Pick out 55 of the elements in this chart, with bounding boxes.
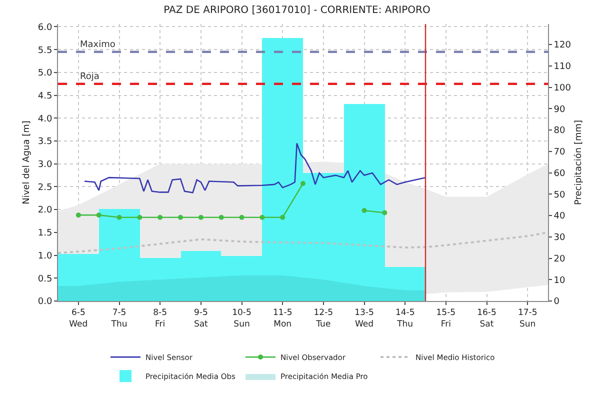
y2-tick-label: 90 — [554, 104, 566, 115]
y2-tick-label: 10 — [554, 276, 566, 286]
y2-tick-label: 120 — [554, 40, 572, 51]
x-tick-label: 10-5 Sun — [232, 308, 252, 330]
y2-tick-label: 20 — [554, 254, 566, 264]
y-tick-label: 5.0 — [38, 68, 52, 79]
y-tick-label: 0.0 — [38, 297, 52, 308]
point — [300, 181, 306, 186]
point — [137, 214, 142, 220]
y2-tick-label: 30 — [554, 233, 566, 244]
x-tick-label: 14-5 Thu — [395, 308, 415, 330]
point — [239, 214, 244, 220]
y-tick-label: 2.0 — [38, 206, 52, 216]
x-tick-label: 17-5 Sun — [518, 308, 538, 330]
point — [96, 212, 102, 218]
y2-tick-label: 0 — [554, 297, 560, 308]
point — [280, 214, 286, 220]
point — [198, 214, 204, 220]
x-tick-label: 16-5 Sat — [477, 308, 496, 330]
y2-axis-title: Precipitación [mm] — [573, 120, 584, 206]
x-tick-label: 15-5 Fri — [436, 308, 456, 330]
y2-tick-label: 60 — [554, 168, 566, 179]
y2-tick-label: 70 — [554, 148, 566, 158]
point — [178, 214, 183, 220]
ref-line-label: Maximo — [80, 40, 116, 50]
y-tick-label: 4.0 — [38, 114, 52, 124]
x-tick-label: 13-5 Wed — [354, 308, 374, 330]
ref-line-label: Roja — [80, 72, 100, 82]
y-axis-title: Nivel del Agua [m] — [22, 120, 32, 204]
point — [260, 214, 265, 220]
x-tick-label: 12-5 Tue — [314, 308, 334, 330]
y-tick-label: 3.5 — [38, 137, 52, 148]
y-tick-label: 3.0 — [38, 160, 52, 170]
y2-tick-label: 110 — [554, 62, 572, 72]
y-tick-label: 4.5 — [38, 91, 52, 102]
chart-title: PAZ DE ARIPORO [36017010] - CORRIENTE: ARIPORO — [164, 5, 430, 16]
y-tick-label: 1.5 — [38, 228, 52, 239]
y2-tick-label: 50 — [554, 190, 566, 200]
y2-tick-label: 40 — [554, 212, 566, 222]
y-tick-label: 1.0 — [38, 251, 52, 262]
point — [158, 214, 163, 220]
point — [116, 214, 122, 220]
y2-tick-label: 80 — [554, 126, 566, 136]
point — [218, 214, 224, 220]
x-tick-label: 11-5 Mon — [272, 308, 292, 330]
y2-tick-label: 100 — [554, 83, 572, 94]
x-tick-label: 8-5 Fri — [153, 308, 168, 330]
y-tick-label: 6.0 — [38, 22, 52, 33]
x-tick-label: 7-5 Thu — [110, 308, 128, 330]
y-tick-label: 0.5 — [38, 274, 52, 284]
y-tick-label: 2.5 — [38, 182, 52, 193]
x-tick-label: 6-5 Wed — [69, 308, 88, 330]
x-tick-label: 9-5 Sat — [194, 308, 209, 330]
y-tick-label: 5.5 — [38, 46, 52, 56]
point — [76, 212, 81, 218]
